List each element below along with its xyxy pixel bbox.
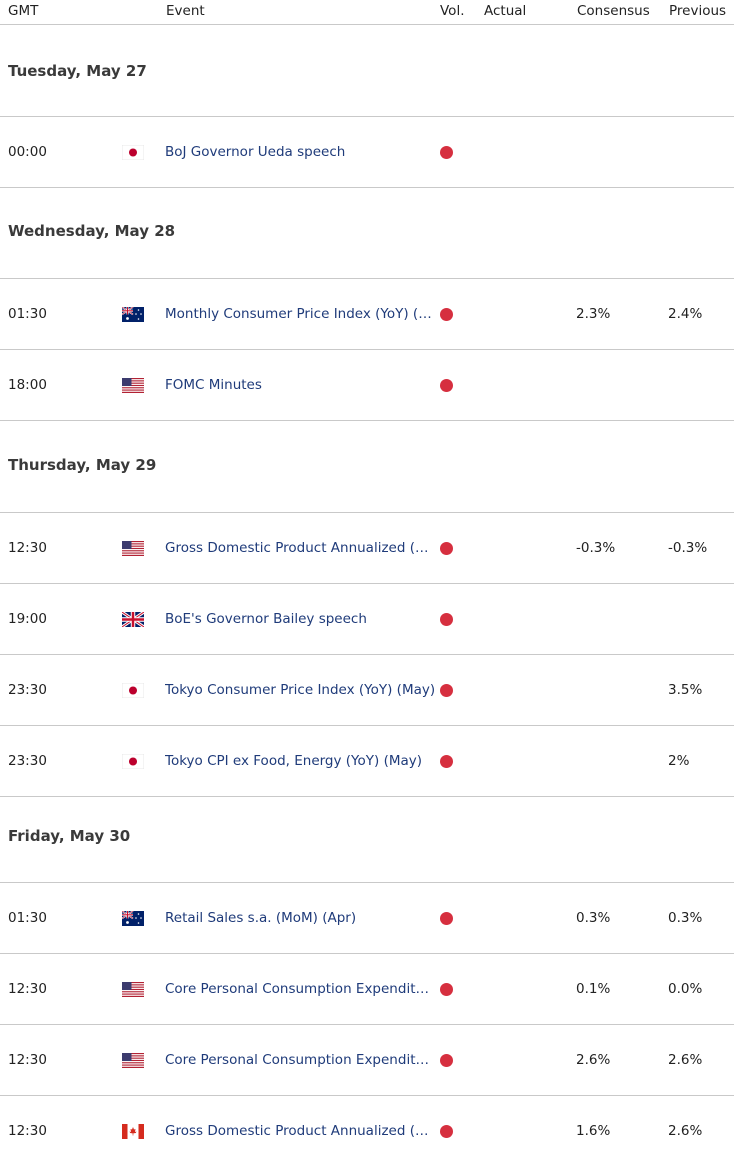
previous-value: 3.5%: [668, 682, 703, 698]
event-name[interactable]: FOMC Minutes: [165, 377, 262, 393]
event-row[interactable]: 12:30 Core Personal Consumption Expendit…: [0, 1025, 734, 1096]
event-time: 00:00: [8, 144, 47, 160]
ca-flag-icon: [122, 1124, 144, 1139]
col-consensus: Consensus: [577, 3, 650, 19]
consensus-value: 0.1%: [576, 981, 611, 997]
event-name[interactable]: BoJ Governor Ueda speech: [165, 144, 346, 160]
volatility-high-icon: [440, 983, 453, 996]
au-flag-icon: [122, 911, 144, 926]
us-flag-icon: [122, 1053, 144, 1068]
event-row[interactable]: 01:30 Monthly Consumer Price Index (YoY)…: [0, 279, 734, 350]
consensus-value: -0.3%: [576, 540, 616, 556]
event-name[interactable]: Core Personal Consumption Expenditures (…: [165, 1052, 437, 1068]
event-row[interactable]: 12:30 Core Personal Consumption Expendit…: [0, 954, 734, 1025]
day-header: Tuesday, May 27: [0, 25, 734, 117]
event-name[interactable]: Tokyo CPI ex Food, Energy (YoY) (May): [165, 753, 423, 769]
consensus-value: 2.3%: [576, 306, 611, 322]
event-time: 12:30: [8, 1123, 47, 1139]
previous-value: 2%: [668, 753, 690, 769]
previous-value: 0.0%: [668, 981, 703, 997]
event-row[interactable]: 18:00 FOMC Minutes: [0, 350, 734, 421]
volatility-high-icon: [440, 1125, 453, 1138]
day-header: Wednesday, May 28: [0, 188, 734, 279]
day-label: Thursday, May 29: [8, 456, 157, 474]
au-flag-icon: [122, 307, 144, 322]
previous-value: -0.3%: [668, 540, 708, 556]
table-header: GMT Event Vol. Actual Consensus Previous: [0, 0, 734, 25]
col-actual: Actual: [484, 3, 527, 19]
volatility-high-icon: [440, 146, 453, 159]
event-row[interactable]: 01:30 Retail Sales s.a. (MoM) (Apr) 0.3%…: [0, 883, 734, 954]
previous-value: 2.4%: [668, 306, 703, 322]
event-row[interactable]: 00:00 BoJ Governor Ueda speech: [0, 117, 734, 188]
event-time: 01:30: [8, 910, 47, 926]
event-time: 23:30: [8, 753, 47, 769]
event-name[interactable]: Monthly Consumer Price Index (YoY) (Apr): [165, 306, 437, 322]
col-gmt: GMT: [8, 3, 39, 19]
event-name[interactable]: Gross Domestic Product Annualized (Q1): [165, 1123, 437, 1139]
col-previous: Previous: [669, 3, 727, 19]
day-header: Friday, May 30: [0, 797, 734, 883]
event-row[interactable]: 19:00 BoE's Governor Bailey speech: [0, 584, 734, 655]
event-row[interactable]: 12:30 Gross Domestic Product Annualized …: [0, 1096, 734, 1166]
gb-flag-icon: [122, 612, 144, 627]
event-name[interactable]: BoE's Governor Bailey speech: [165, 611, 367, 627]
day-label: Tuesday, May 27: [8, 62, 147, 80]
event-time: 19:00: [8, 611, 47, 627]
day-label: Wednesday, May 28: [8, 222, 176, 240]
volatility-high-icon: [440, 542, 453, 555]
us-flag-icon: [122, 982, 144, 997]
volatility-high-icon: [440, 379, 453, 392]
event-row[interactable]: 23:30 Tokyo Consumer Price Index (YoY) (…: [0, 655, 734, 726]
col-event: Event: [166, 3, 205, 19]
event-row[interactable]: 12:30 Gross Domestic Product Annualized …: [0, 513, 734, 584]
jp-flag-icon: [122, 145, 144, 160]
previous-value: 2.6%: [668, 1052, 703, 1068]
event-time: 23:30: [8, 682, 47, 698]
volatility-high-icon: [440, 755, 453, 768]
event-name[interactable]: Tokyo Consumer Price Index (YoY) (May): [165, 682, 436, 698]
us-flag-icon: [122, 541, 144, 556]
consensus-value: 0.3%: [576, 910, 611, 926]
volatility-high-icon: [440, 308, 453, 321]
jp-flag-icon: [122, 754, 144, 769]
event-time: 12:30: [8, 540, 47, 556]
event-row[interactable]: 23:30 Tokyo CPI ex Food, Energy (YoY) (M…: [0, 726, 734, 797]
consensus-value: 2.6%: [576, 1052, 611, 1068]
col-vol: Vol.: [440, 3, 465, 19]
event-time: 18:00: [8, 377, 47, 393]
event-name[interactable]: Core Personal Consumption Expenditures (…: [165, 981, 437, 997]
volatility-high-icon: [440, 1054, 453, 1067]
event-time: 12:30: [8, 981, 47, 997]
day-label: Friday, May 30: [8, 827, 131, 845]
consensus-value: 1.6%: [576, 1123, 611, 1139]
event-name[interactable]: Retail Sales s.a. (MoM) (Apr): [165, 910, 357, 926]
event-name[interactable]: Gross Domestic Product Annualized (Q1): [165, 540, 437, 556]
jp-flag-icon: [122, 683, 144, 698]
day-header: Thursday, May 29: [0, 421, 734, 513]
volatility-high-icon: [440, 912, 453, 925]
volatility-high-icon: [440, 613, 453, 626]
previous-value: 0.3%: [668, 910, 703, 926]
event-time: 12:30: [8, 1052, 47, 1068]
us-flag-icon: [122, 378, 144, 393]
previous-value: 2.6%: [668, 1123, 703, 1139]
volatility-high-icon: [440, 684, 453, 697]
event-time: 01:30: [8, 306, 47, 322]
